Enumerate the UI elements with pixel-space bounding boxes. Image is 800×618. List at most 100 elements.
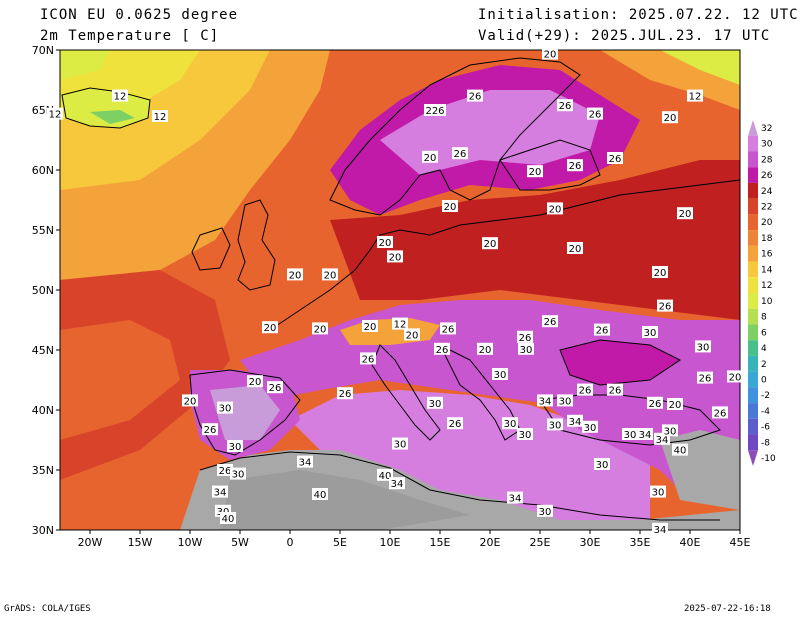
contour-label: 26	[594, 323, 610, 337]
contour-label: 34	[537, 394, 553, 407]
colorbar-swatch	[748, 434, 758, 451]
svg-text:20: 20	[484, 239, 497, 250]
svg-text:40: 40	[674, 446, 687, 457]
contour-label: 26	[217, 464, 233, 477]
svg-text:34: 34	[656, 435, 669, 446]
svg-text:26: 26	[659, 302, 672, 313]
contour-label: 30	[650, 485, 666, 499]
lat-label: 45N	[32, 344, 54, 357]
svg-text:20: 20	[664, 113, 677, 124]
contour-label: 20	[377, 236, 393, 249]
colorbar-label: 30	[761, 140, 773, 150]
contour-label: 20	[677, 207, 693, 220]
svg-text:30: 30	[219, 404, 232, 415]
svg-text:20: 20	[314, 324, 327, 335]
contour-label: 34	[567, 414, 583, 428]
svg-text:26: 26	[699, 374, 712, 385]
svg-text:30: 30	[232, 470, 245, 481]
svg-text:12: 12	[49, 110, 62, 121]
contour-label: 30	[227, 440, 243, 453]
contour-label: 20	[312, 322, 328, 335]
svg-text:34: 34	[569, 417, 582, 428]
lat-label: 50N	[32, 284, 54, 297]
svg-text:26: 26	[544, 317, 557, 328]
lon-label: 40E	[680, 536, 701, 549]
colorbar-label: 20	[761, 218, 773, 228]
lon-label: 20W	[78, 536, 103, 549]
colorbar-swatch	[748, 324, 758, 341]
svg-text:34: 34	[214, 488, 227, 499]
colorbar-swatch	[748, 120, 758, 136]
contour-label: 20	[667, 398, 683, 411]
contour-label: 20	[262, 321, 278, 334]
contour-label: 30	[622, 428, 638, 441]
colorbar-label: 16	[761, 250, 773, 260]
contour-label: 26	[440, 322, 456, 335]
svg-text:226: 226	[425, 106, 444, 117]
longitude-labels: 20W 15W 10W 5W 0 5E 10E 15E 20E 25E 30E 35E 40E 45E	[78, 530, 751, 549]
contour-label: 30	[557, 394, 573, 407]
svg-text:12: 12	[394, 320, 407, 331]
svg-text:26: 26	[559, 101, 572, 112]
svg-text:40: 40	[379, 471, 392, 482]
colorbar-label: -4	[761, 407, 770, 417]
svg-text:26: 26	[609, 386, 622, 397]
svg-text:26: 26	[219, 466, 232, 477]
contour-label: 30	[427, 396, 443, 410]
contour-label: 20	[442, 200, 458, 213]
lon-label: 10W	[178, 536, 203, 549]
contour-label: 26	[567, 159, 583, 172]
colorbar-swatch	[748, 371, 758, 388]
svg-text:26: 26	[579, 386, 592, 397]
svg-text:26: 26	[454, 149, 467, 160]
colorbar-label: 22	[761, 203, 772, 213]
contour-label: 26	[657, 299, 673, 313]
svg-text:12: 12	[114, 92, 127, 103]
colorbar-swatch	[748, 340, 758, 356]
contour-label: 226	[424, 104, 446, 117]
colorbar-label: 14	[761, 265, 773, 275]
contour-label: 34	[389, 477, 405, 490]
colorbar-label: -8	[761, 438, 770, 448]
contour-label: 40	[312, 488, 328, 501]
svg-text:20: 20	[379, 238, 392, 249]
svg-text:34: 34	[391, 479, 404, 490]
grads-credit: GrADS: COLA/IGES	[4, 604, 91, 614]
contour-label: 30	[642, 326, 658, 339]
lat-label: 30N	[32, 524, 54, 537]
contour-label: 34	[637, 428, 653, 441]
variable-title: 2m Temperature [ C]	[40, 28, 220, 44]
init-time: Initialisation: 2025.07.22. 12 UTC	[478, 7, 799, 23]
contour-label: 26	[587, 107, 603, 121]
svg-text:20: 20	[289, 270, 302, 281]
svg-text:30: 30	[596, 460, 609, 471]
lon-label: 25E	[530, 536, 551, 549]
colorbar-label: 10	[761, 297, 773, 307]
colorbar-label: 28	[761, 155, 773, 165]
colorbar-swatch	[748, 403, 758, 419]
svg-text:20: 20	[544, 50, 557, 61]
colorbar-label: 12	[761, 281, 772, 291]
colorbar-swatch	[748, 135, 758, 152]
lon-label: 0	[287, 536, 294, 549]
svg-text:30: 30	[549, 420, 562, 431]
svg-text:20: 20	[729, 372, 742, 383]
colorbar-swatch	[748, 387, 758, 404]
svg-text:20: 20	[389, 252, 402, 263]
contour-label: 20	[727, 370, 743, 383]
colorbar-label: 0	[761, 376, 767, 386]
lon-label: 5E	[333, 536, 347, 549]
contour-label: 30	[502, 417, 518, 430]
svg-text:26: 26	[269, 383, 282, 394]
svg-text:20: 20	[444, 202, 457, 213]
svg-text:26: 26	[469, 92, 482, 103]
contour-label: 30	[230, 467, 246, 481]
contour-label: 34	[652, 522, 668, 536]
svg-text:34: 34	[509, 494, 522, 505]
lon-label: 15W	[128, 536, 153, 549]
contour-label: 12	[152, 110, 168, 123]
contour-label: 26	[607, 152, 623, 165]
contour-label: 20	[567, 242, 583, 255]
